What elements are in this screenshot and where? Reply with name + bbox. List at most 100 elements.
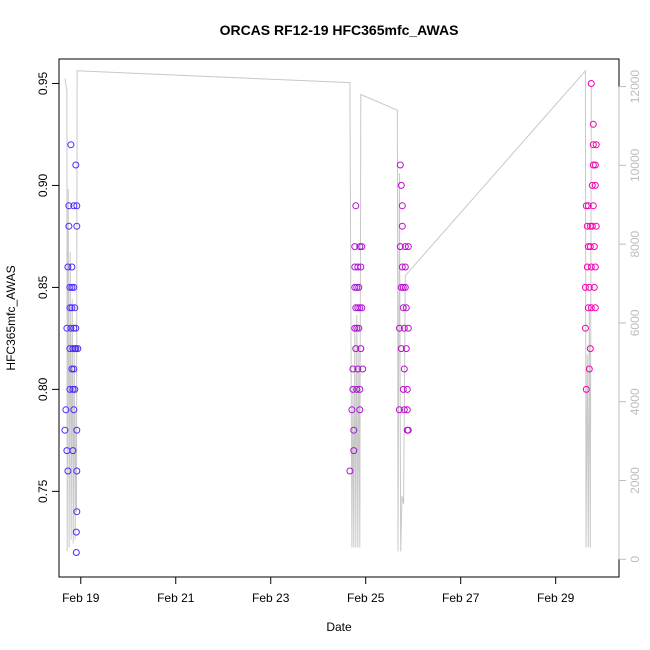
data-point bbox=[587, 263, 595, 271]
data-point bbox=[586, 345, 594, 353]
data-point bbox=[404, 324, 412, 332]
y2-tick-label: 8000 bbox=[628, 230, 642, 257]
data-point bbox=[356, 243, 364, 251]
data-point bbox=[398, 202, 406, 210]
data-point bbox=[346, 467, 354, 475]
data-point bbox=[582, 202, 590, 210]
data-point bbox=[69, 385, 77, 393]
data-point bbox=[591, 161, 599, 169]
data-point bbox=[73, 426, 81, 434]
data-point bbox=[403, 385, 411, 393]
x-axis-label: Date bbox=[326, 620, 352, 634]
data-point bbox=[590, 243, 598, 251]
data-point bbox=[68, 365, 76, 373]
data-point bbox=[70, 365, 78, 373]
data-point bbox=[356, 406, 364, 414]
data-point bbox=[589, 120, 597, 128]
data-point bbox=[72, 528, 80, 536]
data-point bbox=[589, 202, 597, 210]
y2-tick-label: 10000 bbox=[628, 148, 642, 182]
data-point bbox=[350, 447, 358, 455]
data-point bbox=[401, 243, 409, 251]
data-point bbox=[354, 263, 362, 271]
data-point bbox=[68, 263, 76, 271]
y-tick-label: 0.75 bbox=[36, 479, 50, 503]
data-point bbox=[356, 385, 364, 393]
data-point bbox=[588, 222, 596, 230]
y-tick-label: 0.95 bbox=[36, 71, 50, 95]
data-point bbox=[72, 324, 80, 332]
data-point bbox=[587, 304, 595, 312]
data-point bbox=[352, 345, 360, 353]
data-point bbox=[399, 304, 407, 312]
data-point bbox=[584, 304, 592, 312]
data-point bbox=[357, 263, 365, 271]
chart-title: ORCAS RF12-19 HFC365mfc_AWAS bbox=[220, 22, 459, 38]
data-point bbox=[358, 304, 366, 312]
data-point bbox=[397, 345, 405, 353]
data-point bbox=[64, 467, 72, 475]
data-point bbox=[71, 304, 79, 312]
data-point bbox=[348, 406, 356, 414]
data-point bbox=[395, 324, 403, 332]
data-point bbox=[582, 385, 590, 393]
data-point bbox=[72, 161, 80, 169]
data-point bbox=[404, 243, 412, 251]
data-point bbox=[70, 324, 78, 332]
data-point bbox=[73, 202, 81, 210]
data-point bbox=[68, 304, 76, 312]
y-tick-label: 0.90 bbox=[36, 173, 50, 197]
data-point bbox=[73, 222, 81, 230]
data-point bbox=[353, 324, 361, 332]
data-point bbox=[353, 283, 361, 291]
data-point bbox=[591, 263, 599, 271]
x-tick-label: Feb 25 bbox=[347, 591, 385, 605]
data-point bbox=[586, 243, 594, 251]
data-point bbox=[584, 202, 592, 210]
data-point bbox=[65, 202, 73, 210]
data-point bbox=[356, 304, 364, 312]
y2-tick-label: 0 bbox=[628, 556, 642, 563]
data-point bbox=[397, 283, 405, 291]
data-point bbox=[73, 508, 81, 516]
data-point bbox=[583, 263, 591, 271]
data-point bbox=[351, 243, 359, 251]
data-point bbox=[403, 406, 411, 414]
data-point bbox=[590, 283, 598, 291]
axes: Feb 19 Feb 21 Feb 23 Feb 25 Feb 27 Feb 29 0.75… bbox=[36, 70, 642, 605]
data-point bbox=[404, 426, 412, 434]
data-point bbox=[66, 385, 74, 393]
data-point bbox=[583, 222, 591, 230]
data-point bbox=[69, 447, 77, 455]
data-point bbox=[587, 80, 595, 87]
data-point bbox=[63, 324, 71, 332]
data-point bbox=[70, 283, 78, 291]
plot-frame bbox=[58, 58, 620, 578]
data-point bbox=[585, 365, 593, 373]
data-point bbox=[349, 385, 357, 393]
data-point bbox=[72, 345, 80, 353]
points-series bbox=[61, 80, 600, 556]
data-point bbox=[74, 345, 82, 353]
data-point bbox=[399, 283, 407, 291]
data-point bbox=[402, 304, 410, 312]
data-point bbox=[355, 283, 363, 291]
data-point bbox=[358, 243, 366, 251]
data-point bbox=[400, 324, 408, 332]
data-point bbox=[349, 365, 357, 373]
data-point bbox=[398, 222, 406, 230]
data-point bbox=[359, 365, 367, 373]
data-point bbox=[67, 141, 75, 149]
data-point bbox=[354, 365, 362, 373]
data-point bbox=[73, 467, 81, 475]
data-point bbox=[397, 181, 405, 189]
data-point bbox=[396, 243, 404, 251]
data-point bbox=[581, 324, 589, 332]
data-point bbox=[402, 345, 410, 353]
data-point bbox=[396, 161, 404, 169]
data-point bbox=[585, 283, 593, 291]
data-point bbox=[69, 345, 77, 353]
y2-tick-label: 6000 bbox=[628, 309, 642, 336]
y2-tick-label: 12000 bbox=[628, 70, 642, 104]
y2-tick-label: 4000 bbox=[628, 388, 642, 415]
